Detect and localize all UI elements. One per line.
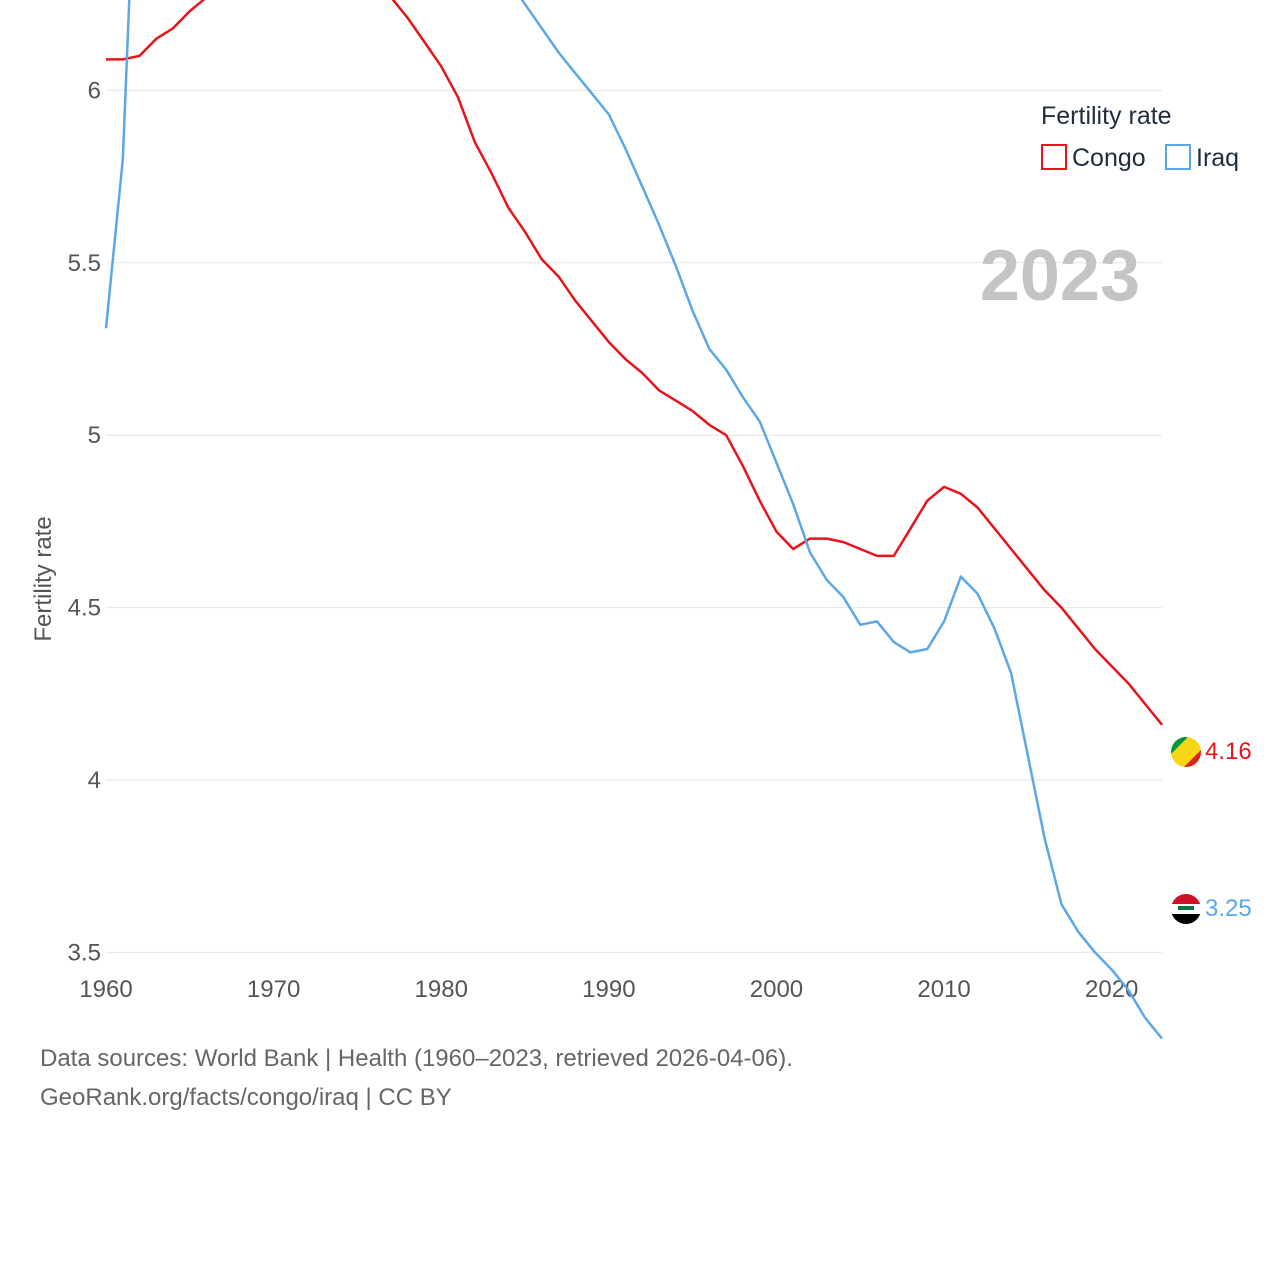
legend-item-iraq[interactable]: Iraq xyxy=(1165,144,1239,172)
y-tick-label: 5 xyxy=(88,422,101,449)
year-label: 2023 xyxy=(980,236,1140,316)
series-line-congo[interactable] xyxy=(106,0,1163,726)
x-tick-label: 2010 xyxy=(917,976,970,1003)
legend-label-congo: Congo xyxy=(1072,144,1146,172)
y-tick-label: 4.5 xyxy=(68,595,101,622)
iraq-flag-icon xyxy=(1171,894,1201,924)
x-tick-label: 1980 xyxy=(415,976,468,1003)
y-tick-label: 4 xyxy=(88,767,101,794)
congo-flag-icon xyxy=(1171,737,1201,767)
y-axis-title: Fertility rate xyxy=(30,516,57,641)
x-tick-label: 1960 xyxy=(79,976,132,1003)
y-tick-label: 3.5 xyxy=(68,939,101,966)
legend-label-iraq: Iraq xyxy=(1196,144,1239,172)
end-value-iraq: 3.25 xyxy=(1205,895,1252,922)
legend-title: Fertility rate xyxy=(1041,102,1172,130)
legend-swatch-congo xyxy=(1041,144,1067,170)
y-tick-label: 5.5 xyxy=(68,250,101,277)
x-tick-label: 1990 xyxy=(582,976,635,1003)
footer-credit: GeoRank.org/facts/congo/iraq | CC BY xyxy=(40,1084,452,1111)
end-value-congo: 4.16 xyxy=(1205,738,1252,765)
x-tick-label: 2000 xyxy=(750,976,803,1003)
footer-source: Data sources: World Bank | Health (1960–… xyxy=(40,1045,793,1072)
x-tick-label: 2020 xyxy=(1085,976,1138,1003)
series-line-iraq[interactable] xyxy=(104,0,1163,1040)
x-tick-label: 1970 xyxy=(247,976,300,1003)
y-tick-label: 6 xyxy=(88,77,101,104)
legend-item-congo[interactable]: Congo xyxy=(1041,144,1146,172)
legend-swatch-iraq xyxy=(1165,144,1191,170)
legend: Fertility rate Congo Iraq xyxy=(1041,102,1239,172)
